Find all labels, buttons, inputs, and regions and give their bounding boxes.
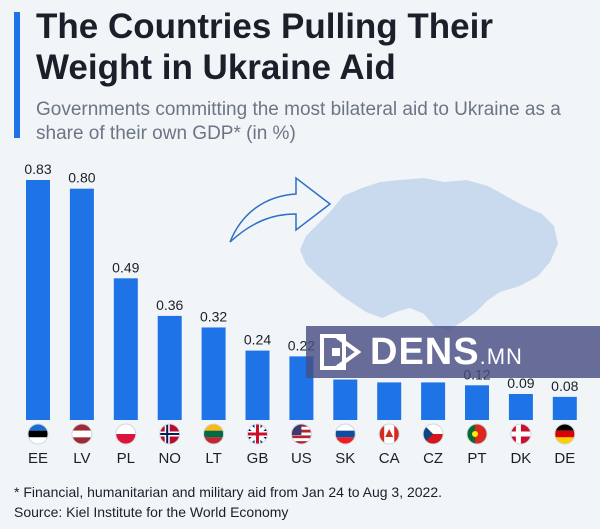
watermark-text: DENS.MN: [370, 331, 523, 374]
flag-gb-icon: [247, 424, 268, 444]
category-label-lt: LT: [205, 450, 221, 467]
value-label-lv: 0.80: [68, 170, 95, 186]
value-label-ee: 0.83: [24, 161, 51, 177]
flag-ring-ca: [378, 423, 400, 445]
dens-logo-icon: [320, 334, 362, 370]
flag-ring-us: [290, 423, 312, 445]
flag-ring-lv: [71, 423, 93, 445]
bar-lt: [201, 327, 226, 420]
flag-dk-icon: [510, 424, 531, 444]
flag-us-icon: [291, 424, 312, 444]
category-label-pt: PT: [467, 450, 486, 467]
flag-ring-dk: [510, 423, 532, 445]
value-label-pl: 0.49: [112, 259, 139, 275]
flag-ring-lt: [203, 423, 225, 445]
bar-no: [157, 315, 182, 420]
flag-ring-gb: [247, 423, 268, 445]
flag-de-icon: [554, 424, 575, 444]
curved-arrow-icon: [229, 176, 332, 243]
flag-ring-no: [159, 423, 181, 445]
bar-sk: [333, 379, 358, 420]
category-label-sk: SK: [335, 450, 355, 467]
ukraine-map-icon: [300, 178, 558, 330]
flag-cz-icon: [423, 424, 444, 444]
value-label-gb: 0.24: [244, 332, 271, 348]
watermark-brand: DENS: [370, 330, 480, 373]
flag-lv-icon: [71, 424, 92, 444]
bar-ee: [26, 180, 50, 420]
category-label-lv: LV: [73, 450, 90, 467]
flag-ca-icon: [379, 424, 400, 444]
value-label-de: 0.08: [551, 378, 578, 394]
flag-ee-icon: [28, 424, 48, 444]
flag-ring-de: [554, 423, 576, 445]
bar-pl: [113, 278, 138, 420]
flag-lt-icon: [203, 424, 224, 444]
page-title: The Countries Pulling Their Weight in Uk…: [36, 7, 493, 87]
category-label-us: US: [291, 450, 312, 467]
flag-pt-icon: [467, 424, 487, 444]
value-label-dk: 0.09: [507, 375, 534, 391]
bar-ca: [377, 382, 402, 420]
bar-lv: [69, 188, 94, 420]
flag-ring-pt: [466, 423, 488, 445]
chart-subtitle: Governments committing the most bilatera…: [36, 99, 561, 144]
accent-bar: [14, 12, 20, 138]
category-label-ee: EE: [28, 450, 48, 467]
bar-gb: [245, 350, 270, 420]
category-label-gb: GB: [247, 450, 269, 467]
watermark-suffix: .MN: [479, 343, 523, 369]
flag-ring-cz: [422, 423, 444, 445]
category-label-no: NO: [158, 450, 181, 467]
category-label-dk: DK: [510, 450, 531, 467]
bar-dk: [508, 393, 533, 420]
category-label-cz: CZ: [423, 450, 443, 467]
flag-ring-sk: [334, 423, 356, 445]
bar-de: [552, 396, 577, 420]
flag-ring-pl: [115, 423, 137, 445]
bar-chart: 0.83EE0.80LV0.49PL0.36NO0.32LT0.24GB0.22…: [24, 161, 578, 467]
flag-no-icon: [159, 424, 180, 444]
flag-sk-icon: [335, 424, 356, 444]
category-label-ca: CA: [379, 450, 400, 467]
value-label-lt: 0.32: [200, 308, 227, 324]
flag-ring-ee: [27, 423, 49, 445]
footnote: * Financial, humanitarian and military a…: [14, 484, 443, 500]
bar-pt: [465, 385, 489, 420]
source-note: Source: Kiel Institute for the World Eco…: [14, 504, 289, 520]
bar-cz: [421, 382, 446, 420]
category-label-pl: PL: [117, 450, 135, 467]
watermark: DENS.MN: [306, 326, 600, 378]
value-label-no: 0.36: [156, 297, 183, 313]
flag-pl-icon: [115, 424, 136, 444]
category-label-de: DE: [554, 450, 575, 467]
